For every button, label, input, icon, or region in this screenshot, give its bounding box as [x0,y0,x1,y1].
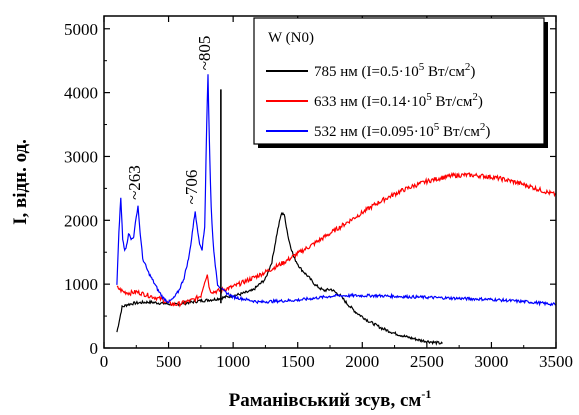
series-line-3 [116,74,557,307]
y-tick-label: 1000 [64,275,98,294]
series-line-2 [116,171,557,308]
legend-entry-1: 785 нм (I=0.5·105 Вт/см2) [314,61,475,80]
peak-annotation: ~706 [182,170,201,205]
legend-title: W (N0) [268,30,314,46]
peak-annotation: ~263 [125,165,144,200]
ticks-layer: 0 500 1000 1500 2000 2500 3000 3500 0 1000 2000 300… [64,16,573,371]
y-tick-label: 3000 [64,147,98,166]
y-tick-label: 4000 [64,84,98,103]
x-axis-title-superscript: -1 [421,387,431,401]
series-layer [116,74,557,346]
peak-annotation: ~805 [195,36,214,71]
y-tick-label: 2000 [64,211,98,230]
legend-box [253,17,545,145]
x-tick-label: 500 [156,352,182,371]
legend-entry-2: 633 нм (I=0.14·105 Вт/см2) [314,91,483,110]
x-tick-label: 3000 [474,352,508,371]
y-tick-label: 0 [90,339,99,358]
x-axis-title-text: Раманівський зсув, см [229,390,422,411]
x-tick-label: 1000 [216,352,250,371]
x-tick-label: 0 [100,352,109,371]
legend: W (N0)785 нм (I=0.5·105 Вт/см2) 633 нм (I… [253,17,548,148]
y-tick-label: 5000 [64,20,98,39]
x-tick-label: 1500 [281,352,315,371]
x-tick-label: 3500 [539,352,573,371]
x-axis-title: Раманівський зсув, см-1 [229,387,432,411]
y-axis-title: I, відн. од. [10,139,31,225]
annotation-layer: ~263 ~706 ~805 [125,36,214,205]
legend-entry-3: 532 нм (I=0.095·105 Вт/см2) [314,121,490,140]
x-tick-label: 2000 [345,352,379,371]
series-line-1 [116,211,443,346]
x-tick-label: 2500 [410,352,444,371]
